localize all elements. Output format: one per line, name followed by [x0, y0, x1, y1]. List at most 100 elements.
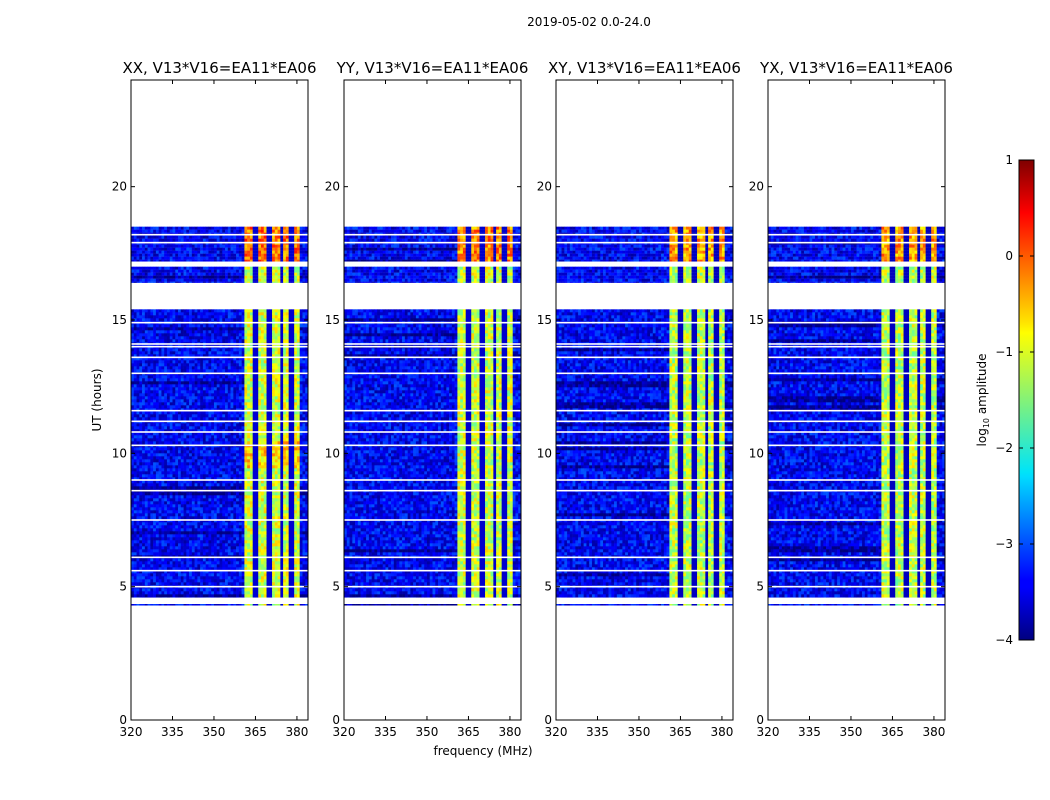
heatmap-cell [189, 387, 193, 391]
heatmap-cell [136, 423, 140, 427]
heatmap-cell [277, 426, 281, 430]
heatmap-cell [175, 393, 179, 397]
heatmap-cell [294, 447, 298, 451]
heatmap-cell [225, 330, 229, 334]
heatmap-cell [169, 402, 173, 406]
heatmap-cell [249, 393, 253, 397]
heatmap-cell [255, 528, 259, 532]
heatmap-cell [150, 456, 154, 460]
heatmap-cell [161, 525, 165, 529]
heatmap-cell [269, 381, 273, 385]
heatmap-cell [274, 309, 278, 313]
heatmap-cell [302, 360, 306, 364]
heatmap-cell [283, 396, 287, 400]
heatmap-cell [291, 525, 295, 529]
heatmap-cell [139, 336, 143, 340]
heatmap-cell [147, 348, 151, 352]
heatmap-cell [200, 465, 204, 469]
heatmap-cell [164, 354, 168, 358]
heatmap-cell [222, 435, 226, 439]
heatmap-cell [216, 405, 220, 409]
heatmap-cell [263, 477, 267, 481]
heatmap-cell [305, 516, 309, 520]
heatmap-cell [299, 468, 303, 472]
heatmap-cell [142, 537, 146, 541]
heatmap-cell [291, 435, 295, 439]
heatmap-cell [260, 438, 265, 442]
heatmap-cell [183, 390, 187, 394]
heatmap-cell [150, 441, 154, 445]
heatmap-cell [219, 501, 223, 505]
heatmap-cell [230, 339, 234, 343]
heatmap-cell [144, 498, 148, 502]
heatmap-cell [205, 501, 209, 505]
heatmap-cell [158, 492, 162, 496]
heatmap-cell [238, 399, 242, 403]
heatmap-cell [302, 501, 306, 505]
heatmap-cell [255, 369, 259, 373]
heatmap-cell [241, 468, 245, 472]
heatmap-cell [213, 471, 218, 475]
heatmap-cell [255, 438, 259, 442]
heatmap-cell [233, 498, 237, 502]
heatmap-cell [305, 441, 309, 445]
heatmap-cell [263, 435, 267, 439]
heatmap-cell [186, 324, 190, 328]
heatmap-cell [147, 516, 151, 520]
heatmap-cell [172, 483, 176, 487]
heatmap-cell [172, 393, 176, 397]
heatmap-cell [131, 399, 135, 403]
heatmap-cell [219, 468, 223, 472]
heatmap-cell [283, 384, 287, 388]
heatmap-cell [244, 525, 248, 529]
heatmap-cell [200, 474, 204, 478]
heatmap-cell [294, 438, 298, 442]
heatmap-cell [249, 492, 253, 496]
heatmap-cell [194, 414, 198, 418]
figure-suptitle: 2019-05-02 0.0-24.0 [527, 15, 651, 29]
heatmap-cell [227, 432, 231, 436]
heatmap-cell [222, 537, 226, 541]
heatmap-cell [294, 477, 298, 481]
heatmap-cell [236, 459, 240, 463]
heatmap-cell [153, 486, 157, 490]
heatmap-cell [294, 531, 298, 535]
heatmap-cell [180, 390, 184, 394]
heatmap-cell [233, 516, 237, 520]
heatmap-cell [139, 378, 143, 382]
heatmap-cell [178, 423, 182, 427]
heatmap-cell [178, 354, 182, 358]
heatmap-cell [291, 432, 295, 436]
heatmap-cell [296, 516, 301, 520]
heatmap-cell [200, 525, 204, 529]
heatmap-cell [178, 456, 182, 460]
heatmap-cell [216, 498, 220, 502]
heatmap-cell [219, 513, 223, 517]
heatmap-cell [197, 501, 201, 505]
heatmap-cell [202, 429, 206, 433]
heatmap-cell [260, 429, 265, 433]
heatmap-cell [258, 483, 262, 487]
heatmap-cell [142, 519, 146, 523]
heatmap-cell [260, 327, 265, 331]
heatmap-cell [133, 360, 137, 364]
heatmap-cell [230, 393, 234, 397]
heatmap-cell [258, 357, 262, 361]
heatmap-cell [241, 513, 245, 517]
heatmap-cell [230, 453, 234, 457]
heatmap-cell [166, 360, 171, 364]
heatmap-cell [205, 534, 209, 538]
heatmap-cell [213, 315, 218, 319]
heatmap-cell [158, 327, 162, 331]
heatmap-cell [255, 330, 259, 334]
heatmap-cell [222, 495, 226, 499]
heatmap-cell [255, 393, 259, 397]
heatmap-cell [208, 360, 212, 364]
heatmap-cell [269, 402, 273, 406]
heatmap-cell [142, 360, 146, 364]
heatmap-cell [150, 447, 154, 451]
heatmap-cell [238, 516, 242, 520]
heatmap-cell [280, 480, 284, 484]
heatmap-cell [144, 474, 148, 478]
heatmap-cell [144, 318, 148, 322]
